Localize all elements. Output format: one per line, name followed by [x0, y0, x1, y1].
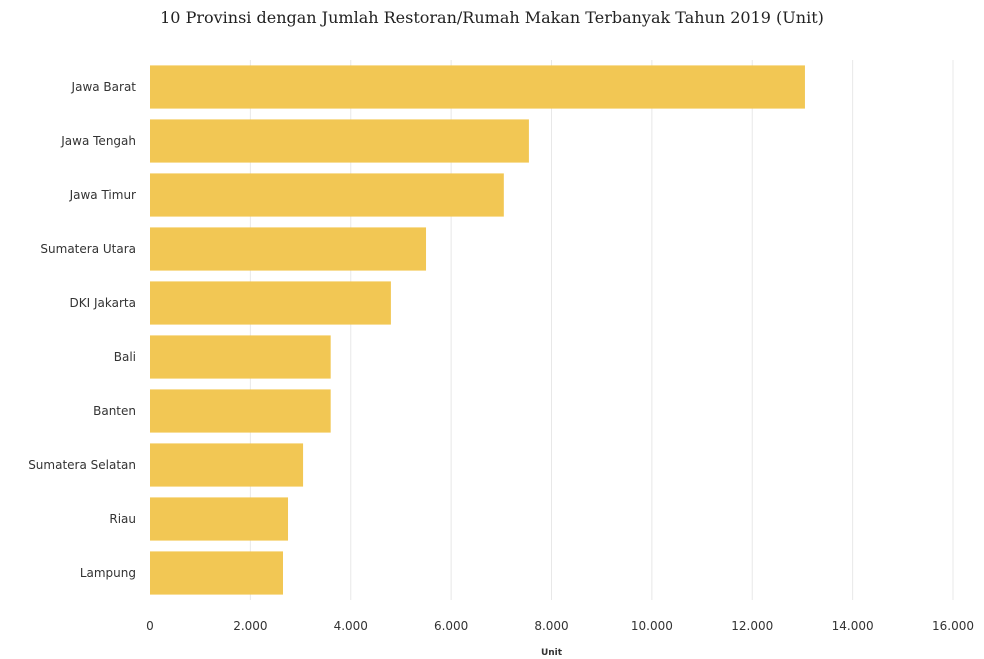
bar[interactable]: [150, 389, 331, 432]
x-tick-label: 0: [146, 619, 154, 633]
bar[interactable]: [150, 227, 426, 270]
category-label: Jawa Tengah: [60, 134, 136, 148]
x-tick-label: 10.000: [631, 619, 673, 633]
bar[interactable]: [150, 281, 391, 324]
x-tick-label: 6.000: [434, 619, 468, 633]
category-label: Banten: [93, 404, 136, 418]
x-tick-label: 14.000: [832, 619, 874, 633]
bar[interactable]: [150, 335, 331, 378]
bar[interactable]: [150, 173, 504, 216]
category-label: Jawa Barat: [71, 80, 137, 94]
bar[interactable]: [150, 65, 805, 108]
x-axis-title: Unit: [541, 648, 563, 658]
category-label: Riau: [109, 512, 136, 526]
bar[interactable]: [150, 443, 303, 486]
x-tick-label: 16.000: [932, 619, 974, 633]
category-label: Lampung: [80, 566, 136, 580]
x-tick-label: 8.000: [534, 619, 568, 633]
category-label: Sumatera Selatan: [28, 458, 136, 472]
category-label: Jawa Timur: [69, 188, 136, 202]
category-label: DKI Jakarta: [70, 296, 136, 310]
bar[interactable]: [150, 119, 529, 162]
category-label: Bali: [114, 350, 136, 364]
category-label: Sumatera Utara: [40, 242, 136, 256]
x-tick-label: 12.000: [731, 619, 773, 633]
x-tick-label: 2.000: [233, 619, 267, 633]
x-tick-label: 4.000: [334, 619, 368, 633]
bar[interactable]: [150, 551, 283, 594]
bar[interactable]: [150, 497, 288, 540]
